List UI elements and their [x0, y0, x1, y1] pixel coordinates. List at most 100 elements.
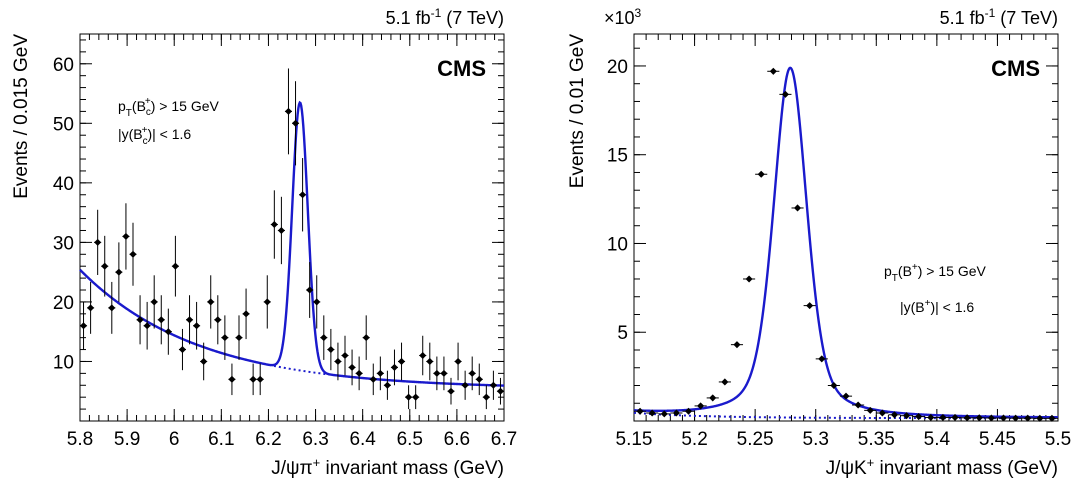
right-data-point: [682, 407, 695, 415]
left-data-point: [475, 363, 483, 396]
right-data-point: [864, 406, 877, 414]
left-marker: [447, 387, 455, 395]
right-marker: [903, 412, 911, 420]
left-data-point: [291, 81, 300, 166]
left-y-axis-title: Events / 0.015 GeV: [11, 34, 32, 199]
right-data-point: [779, 90, 792, 98]
right-data-point: [827, 381, 840, 390]
left-y-tick-label: 40: [53, 174, 74, 195]
left-data-point: [348, 349, 356, 386]
left-marker: [115, 268, 123, 276]
left-marker: [299, 191, 307, 199]
left-data-point: [334, 342, 342, 381]
left-data-point: [390, 349, 399, 386]
left-marker: [221, 334, 229, 342]
left-y-cut-label: |y(Bc+)| < 1.6: [118, 125, 191, 147]
left-data-point: [299, 158, 307, 232]
left-marker: [376, 369, 384, 377]
left-marker: [369, 375, 377, 383]
left-data-point: [327, 328, 335, 371]
right-pt-cut-label: pT(B+) > 15 GeV: [884, 262, 987, 284]
left-marker: [235, 334, 243, 342]
right-data-point: [936, 413, 949, 421]
left-y-tick-labels: 10 20 30 40 50 60: [53, 55, 74, 374]
left-y-tick-label: 30: [53, 233, 74, 254]
left-data-point: [369, 363, 377, 396]
left-marker: [405, 393, 413, 401]
left-marker: [327, 346, 335, 354]
left-marker: [440, 369, 448, 377]
right-marker: [733, 341, 741, 349]
left-data-point: [108, 281, 116, 334]
left-data-point: [313, 275, 321, 329]
left-data-point: [221, 315, 229, 360]
right-x-tick-label: 5.4: [924, 429, 951, 450]
left-data-point: [178, 328, 187, 371]
right-background-fit: [633, 411, 1058, 420]
left-marker: [200, 357, 208, 365]
right-data-point: [706, 394, 719, 402]
right-data-point: [924, 413, 937, 421]
left-marker: [122, 232, 130, 240]
right-x-tick-label: 5.45: [979, 429, 1016, 450]
left-data-point: [164, 308, 172, 355]
left-data-point: [362, 315, 370, 360]
left-data-point: [341, 335, 349, 376]
right-marker: [745, 275, 753, 283]
left-y-tick-label: 10: [53, 352, 74, 373]
right-marker: [999, 414, 1008, 422]
left-marker: [341, 351, 349, 360]
right-x-tick-label: 5.35: [858, 429, 895, 450]
left-data-points: [79, 68, 505, 410]
right-data-point: [755, 170, 768, 178]
left-x-tick-label: 6.2: [255, 429, 281, 450]
right-data-point: [985, 414, 998, 422]
right-data-point: [791, 204, 804, 212]
right-axis-ticks: [633, 34, 1059, 422]
left-data-point: [207, 275, 215, 329]
left-marker: [150, 298, 158, 306]
left-marker: [228, 375, 236, 383]
left-x-tick-label: 6.4: [349, 429, 376, 450]
right-background-curve: [633, 411, 1058, 420]
left-data-point: [383, 370, 391, 400]
right-marker: [842, 392, 850, 400]
right-marker: [648, 409, 656, 417]
left-data-point: [419, 335, 427, 376]
left-marker: [207, 298, 215, 306]
right-marker: [636, 407, 644, 415]
left-y-tick-label: 50: [53, 114, 74, 135]
right-marker: [660, 410, 668, 418]
left-marker: [94, 238, 102, 246]
left-data-point: [376, 356, 384, 391]
left-x-tick-label: 5.9: [114, 429, 140, 450]
left-data-point: [235, 315, 243, 360]
left-x-tick-label: 6.6: [444, 429, 470, 450]
right-data-point: [852, 401, 865, 409]
left-marker: [242, 310, 250, 318]
right-marker: [1012, 414, 1020, 422]
right-y-axis-title: Events / 0.01 GeV: [567, 34, 588, 189]
right-x-tick-label: 5.15: [616, 429, 653, 450]
left-data-point: [256, 363, 264, 396]
left-background-fit: [79, 269, 505, 387]
left-marker: [397, 357, 406, 365]
right-marker: [806, 302, 814, 310]
right-data-point: [888, 411, 901, 419]
left-data-point: [306, 262, 314, 318]
left-marker: [164, 328, 172, 336]
left-data-point: [433, 356, 441, 391]
left-panel: 5.8 5.9 6 6.1 6.2 6.3 6.4 6.5 6.6 6.7 10 20 30 40 50 6…: [11, 6, 517, 479]
left-data-point: [115, 242, 123, 302]
right-data-point: [658, 410, 671, 418]
left-marker: [475, 375, 483, 383]
left-data-point: [143, 301, 151, 350]
left-data-point: [150, 275, 158, 329]
left-data-point: [277, 196, 285, 265]
left-data-point: [440, 356, 448, 391]
left-marker: [185, 316, 194, 324]
right-data-point: [973, 414, 986, 422]
right-marker: [987, 414, 995, 422]
right-y-tick-label: 10: [607, 234, 628, 255]
